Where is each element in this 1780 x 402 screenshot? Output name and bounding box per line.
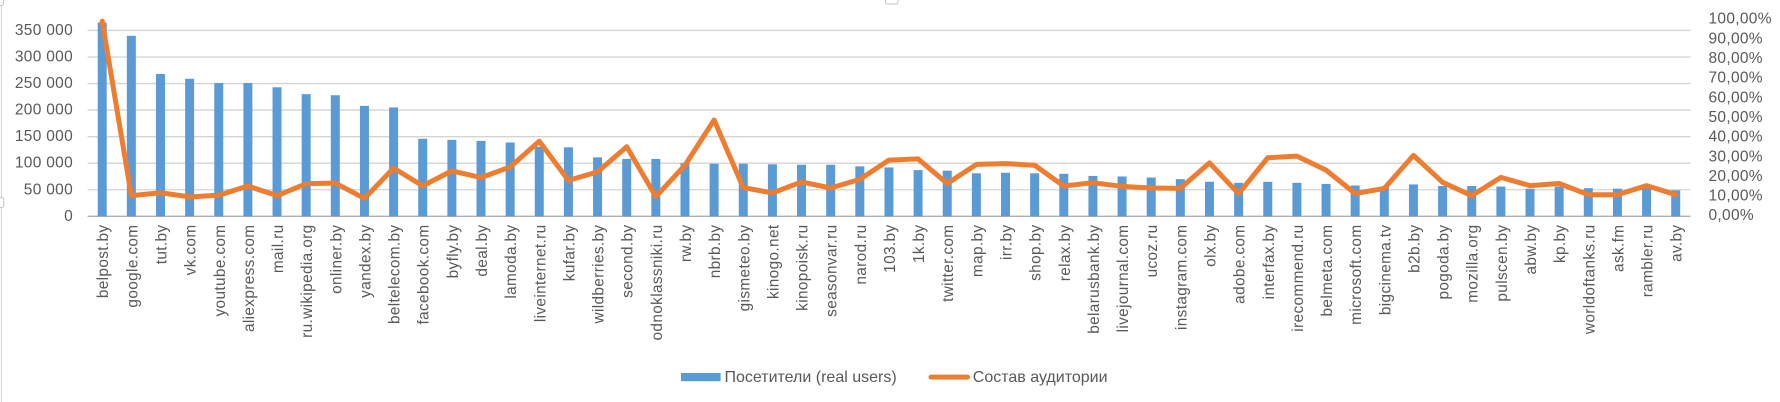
svg-text:Состав аудитории: Состав аудитории [973, 369, 1108, 386]
svg-text:adobe.com: adobe.com [1232, 225, 1249, 304]
svg-text:onliner.by: onliner.by [328, 225, 345, 294]
svg-text:kinopoisk.ru: kinopoisk.ru [795, 225, 812, 311]
svg-text:deal.by: deal.by [474, 225, 491, 277]
svg-text:rw.by: rw.by [678, 225, 695, 263]
svg-text:250 000: 250 000 [15, 75, 73, 92]
svg-text:seasonvar.ru: seasonvar.ru [824, 225, 841, 317]
svg-text:20,00%: 20,00% [1709, 168, 1763, 185]
svg-text:mozilla.org: mozilla.org [1465, 225, 1482, 303]
svg-text:1k.by: 1k.by [911, 225, 928, 264]
svg-text:Посетители (real users): Посетители (real users) [725, 369, 897, 386]
svg-text:40,00%: 40,00% [1709, 129, 1763, 146]
svg-text:worldoftanks.ru: worldoftanks.ru [1581, 225, 1598, 336]
svg-text:nbrb.by: nbrb.by [707, 225, 724, 279]
svg-text:bigcinema.tv: bigcinema.tv [1377, 225, 1394, 316]
svg-text:b2b.by: b2b.by [1406, 225, 1423, 273]
svg-text:interfax.by: interfax.by [1261, 225, 1278, 300]
svg-text:gismeteo.by: gismeteo.by [736, 225, 753, 312]
svg-text:70,00%: 70,00% [1709, 70, 1763, 87]
svg-text:instagram.com: instagram.com [1173, 225, 1190, 330]
svg-text:yandex.by: yandex.by [357, 225, 374, 298]
svg-text:50 000: 50 000 [24, 181, 73, 198]
svg-text:twitter.com: twitter.com [940, 225, 957, 302]
svg-text:av.by: av.by [1669, 225, 1686, 262]
svg-text:100,00%: 100,00% [1709, 11, 1772, 28]
svg-text:103.by: 103.by [882, 225, 899, 273]
svg-text:0,00%: 0,00% [1709, 207, 1754, 224]
svg-text:wildberries.by: wildberries.by [591, 225, 608, 325]
svg-text:map.by: map.by [969, 225, 986, 278]
svg-text:livejournal.com: livejournal.com [1115, 225, 1132, 333]
svg-text:90,00%: 90,00% [1709, 30, 1763, 47]
svg-text:kufar.by: kufar.by [561, 225, 578, 282]
svg-text:beltelecom.by: beltelecom.by [387, 225, 404, 325]
svg-text:narod.ru: narod.ru [853, 225, 870, 285]
svg-text:ask.fm: ask.fm [1610, 225, 1627, 272]
svg-text:belarusbank.by: belarusbank.by [1086, 225, 1103, 334]
svg-text:30,00%: 30,00% [1709, 148, 1763, 165]
svg-text:kp.by: kp.by [1552, 225, 1569, 264]
svg-text:lamoda.by: lamoda.by [503, 225, 520, 299]
svg-text:150 000: 150 000 [15, 128, 73, 145]
svg-text:tut.by: tut.by [153, 225, 170, 265]
svg-text:ru.wikipedia.org: ru.wikipedia.org [299, 225, 316, 338]
svg-text:vk.com: vk.com [183, 225, 200, 276]
svg-text:mail.ru: mail.ru [270, 225, 287, 274]
svg-text:irr.by: irr.by [999, 225, 1016, 260]
svg-text:100 000: 100 000 [15, 155, 73, 172]
svg-text:youtube.com: youtube.com [212, 225, 229, 317]
svg-text:belpost.by: belpost.by [95, 225, 112, 299]
svg-text:abw.by: abw.by [1523, 225, 1540, 275]
svg-text:pogoda.by: pogoda.by [1436, 225, 1453, 300]
svg-text:second.by: second.by [620, 225, 637, 298]
svg-text:pulscen.by: pulscen.by [1494, 225, 1511, 302]
svg-text:200 000: 200 000 [15, 102, 73, 119]
svg-text:350 000: 350 000 [15, 22, 73, 39]
svg-text:relax.by: relax.by [1057, 225, 1074, 282]
svg-text:belmeta.com: belmeta.com [1319, 225, 1336, 317]
svg-text:kinogo.net: kinogo.net [765, 224, 782, 299]
svg-text:microsoft.com: microsoft.com [1348, 225, 1365, 325]
svg-text:rambler.ru: rambler.ru [1640, 225, 1657, 298]
svg-text:olx.by: olx.by [1202, 225, 1219, 267]
svg-text:ucoz.ru: ucoz.ru [1144, 225, 1161, 278]
svg-text:50,00%: 50,00% [1709, 109, 1763, 126]
svg-text:odnoklassniki.ru: odnoklassniki.ru [649, 225, 666, 341]
svg-text:0: 0 [64, 208, 73, 225]
svg-text:10,00%: 10,00% [1709, 188, 1763, 205]
svg-text:google.com: google.com [124, 225, 141, 308]
svg-text:irecommend.ru: irecommend.ru [1290, 225, 1307, 332]
svg-text:liveinternet.ru: liveinternet.ru [532, 225, 549, 323]
svg-text:byfly.by: byfly.by [445, 225, 462, 279]
svg-text:aliexpress.com: aliexpress.com [241, 225, 258, 333]
svg-text:60,00%: 60,00% [1709, 89, 1763, 106]
svg-text:80,00%: 80,00% [1709, 50, 1763, 67]
svg-text:facebook.com: facebook.com [416, 224, 433, 324]
svg-text:shop.by: shop.by [1028, 225, 1045, 281]
svg-text:300 000: 300 000 [15, 49, 73, 66]
